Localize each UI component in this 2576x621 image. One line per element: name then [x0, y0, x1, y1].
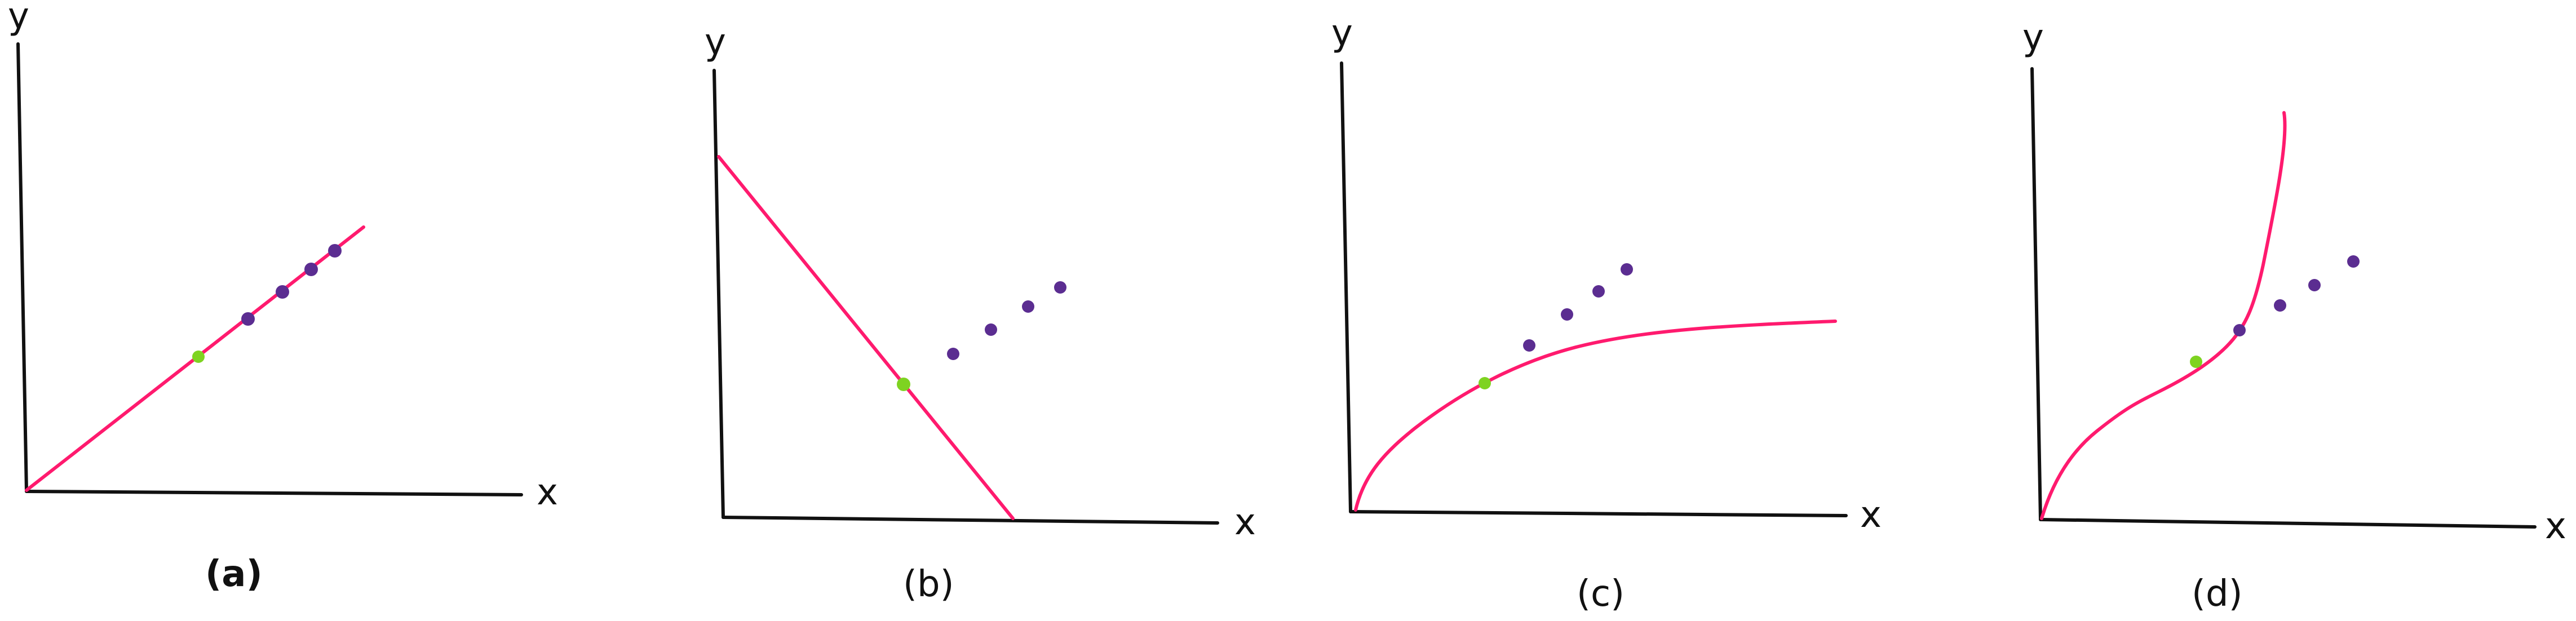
panel-a-data-point — [328, 244, 342, 258]
panel-d-data-point — [2347, 255, 2360, 268]
panel-b-highlight-point — [897, 378, 910, 391]
panel-a-x-axis — [25, 490, 523, 496]
panel-c-x-label: x — [1860, 494, 1882, 536]
panel-a-caption: (a) — [205, 553, 263, 595]
panel-c-caption: (c) — [1577, 573, 1625, 615]
panel-a-data-points — [241, 244, 342, 326]
panel-b-data-point — [1054, 281, 1066, 294]
panel-b-y-axis — [712, 69, 725, 519]
panel-d-highlight-point — [2190, 356, 2202, 368]
panel-b-data-point — [1022, 300, 1034, 313]
panel-b-data-point — [947, 348, 959, 360]
panel-c-curve — [1354, 320, 1837, 512]
panel-d-y-axis — [2030, 67, 2042, 521]
panel-b-x-label: x — [1234, 502, 1256, 543]
panel-d-x-label: x — [2545, 505, 2566, 547]
panel-c-data-points — [1523, 263, 1633, 352]
panel-b-curve — [717, 155, 1015, 520]
panel-d-data-points — [2233, 255, 2360, 336]
panel-a-data-point — [276, 285, 289, 299]
panel-c-highlight-point — [1479, 377, 1491, 389]
panel-c-data-point — [1621, 263, 1633, 276]
panel-d-x-axis — [2039, 518, 2537, 529]
panel-a-y-label: y — [8, 0, 29, 37]
panel-c-y-axis — [1340, 61, 1352, 513]
panel-a-highlight-point — [192, 351, 205, 363]
panel-d-data-point — [2308, 279, 2321, 291]
panel-b: y x (b) — [705, 21, 1256, 605]
panel-d-caption: (d) — [2192, 573, 2243, 615]
panel-b-x-axis — [722, 516, 1219, 525]
panel-a-data-point — [304, 263, 318, 276]
panel-c-data-point — [1523, 339, 1535, 352]
panel-b-y-label: y — [705, 21, 726, 63]
panel-a-x-label: x — [537, 472, 558, 513]
panel-b-caption: (b) — [903, 564, 954, 605]
panel-c: y x (c) — [1331, 12, 1882, 615]
panel-a-data-point — [241, 312, 255, 326]
panel-d-data-point — [2274, 299, 2286, 312]
panel-b-data-point — [985, 323, 997, 336]
panel-b-data-points — [947, 281, 1066, 360]
panel-d-y-label: y — [2022, 17, 2044, 59]
panel-c-x-axis — [1349, 510, 1848, 517]
panel-d: y x (d) — [2022, 17, 2566, 615]
panel-c-data-point — [1592, 285, 1605, 298]
panel-a: y x (a) — [8, 0, 558, 595]
panel-c-data-point — [1561, 308, 1573, 321]
panel-d-data-point — [2233, 324, 2246, 336]
panel-c-y-label: y — [1331, 12, 1353, 54]
panel-a-y-axis — [16, 42, 28, 493]
panel-d-curve — [2040, 111, 2287, 520]
